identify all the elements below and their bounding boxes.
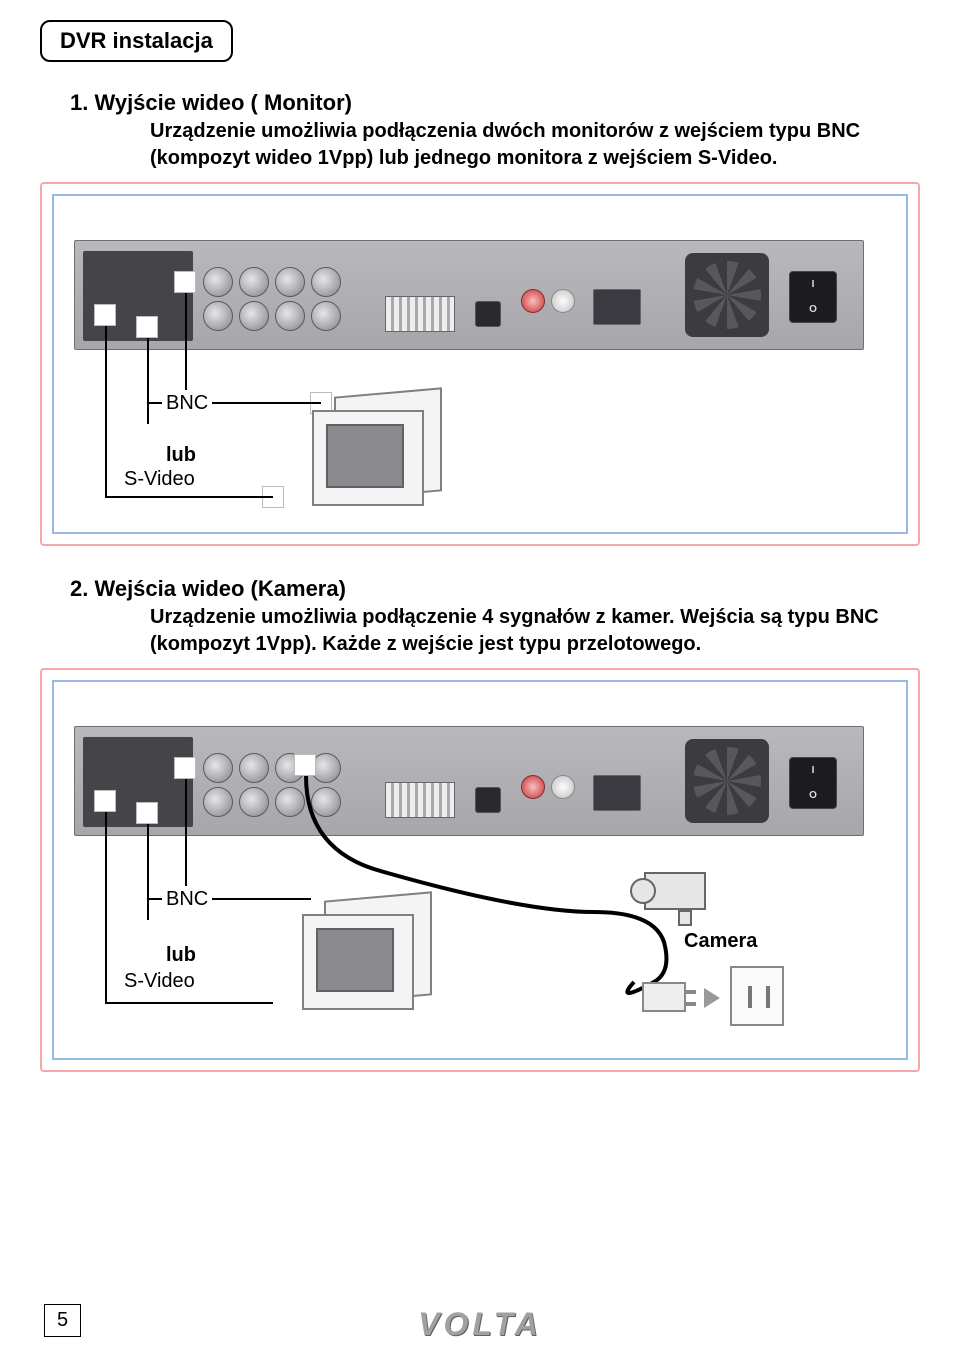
bnc-connector	[275, 787, 305, 817]
bnc-connector	[239, 787, 269, 817]
bnc-connector	[275, 267, 305, 297]
bnc-connector	[311, 301, 341, 331]
outlet-icon	[730, 966, 784, 1026]
rca-red	[521, 775, 545, 799]
lan-port	[593, 289, 641, 325]
rca-white	[551, 775, 575, 799]
bnc-connector	[203, 267, 233, 297]
section2-label-bnc: BNC	[162, 886, 212, 913]
power-switch: IO	[789, 757, 837, 809]
section2-label-camera: Camera	[684, 930, 757, 953]
page-title: DVR instalacja	[40, 20, 233, 62]
bnc-connector	[275, 301, 305, 331]
dvr-unit: IO	[74, 726, 864, 836]
page-number: 5	[44, 1304, 81, 1337]
bnc-connector	[203, 301, 233, 331]
fan-grille	[685, 253, 769, 337]
bnc-connector	[239, 301, 269, 331]
line-v3	[185, 779, 187, 899]
section1-description: Urządzenie umożliwia podłączenia dwóch m…	[150, 118, 890, 172]
bnc-connector	[239, 267, 269, 297]
dip-switch	[385, 296, 455, 332]
bnc-connector	[203, 787, 233, 817]
rca-red	[521, 289, 545, 313]
arrow-icon	[704, 988, 720, 1008]
section2-description: Urządzenie umożliwia podłączenie 4 sygna…	[150, 604, 890, 658]
footer-logo: VOLTA	[418, 1306, 542, 1343]
marker-bnc-out-bottom	[136, 316, 158, 338]
section2-heading: 2. Wejścia wideo (Kamera)	[70, 576, 920, 602]
section1-outer-frame: IO BNC lub S-Video	[40, 182, 920, 546]
bnc-row-bottom	[203, 301, 341, 331]
line-v1	[105, 812, 107, 1002]
plug-icon	[642, 982, 686, 1012]
monitor-icon	[312, 392, 452, 520]
dc-jack	[475, 301, 501, 327]
bnc-row-top	[203, 753, 341, 783]
section1-label-bnc: BNC	[162, 390, 212, 417]
section2-outer-frame: IO BNC lub S-Video Camera	[40, 668, 920, 1072]
lan-port	[593, 775, 641, 811]
monitor-icon	[302, 896, 442, 1024]
bnc-row-bottom	[203, 787, 341, 817]
line-v2	[147, 824, 149, 920]
fan-grille	[685, 739, 769, 823]
marker-camera-in	[294, 754, 316, 776]
marker-svideo-out	[94, 304, 116, 326]
line-v1	[105, 326, 107, 496]
rca-white	[551, 289, 575, 313]
marker-svideo-out	[94, 790, 116, 812]
section1-inner-frame: IO BNC lub S-Video	[52, 194, 908, 534]
marker-bnc-out-top	[174, 757, 196, 779]
section1-label-lub: lub	[162, 442, 200, 469]
dip-switch	[385, 782, 455, 818]
section2-label-svideo: S-Video	[120, 968, 199, 995]
dvr-unit: IO	[74, 240, 864, 350]
line-v2	[147, 338, 149, 424]
bnc-connector	[311, 787, 341, 817]
section1-heading: 1. Wyjście wideo ( Monitor)	[70, 90, 920, 116]
line-h1	[105, 496, 273, 498]
bnc-connector	[311, 267, 341, 297]
section2-inner-frame: IO BNC lub S-Video Camera	[52, 680, 908, 1060]
bnc-connector	[239, 753, 269, 783]
marker-bnc-out-top	[174, 271, 196, 293]
section1-label-svideo: S-Video	[120, 466, 199, 493]
power-switch: IO	[789, 271, 837, 323]
line-v3	[185, 293, 187, 403]
dc-jack	[475, 787, 501, 813]
section2-label-lub: lub	[162, 942, 200, 969]
bnc-row-top	[203, 267, 341, 297]
marker-bnc-out-bottom	[136, 802, 158, 824]
bnc-connector	[203, 753, 233, 783]
line-h1	[105, 1002, 273, 1004]
